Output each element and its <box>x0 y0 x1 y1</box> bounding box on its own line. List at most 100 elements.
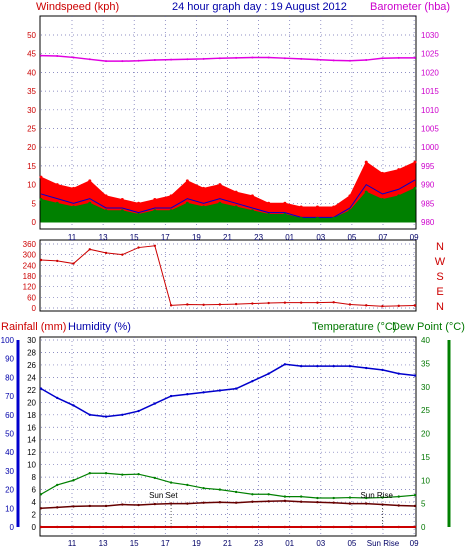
humidity-y-tick: 30 <box>5 467 14 476</box>
rainfall-line-point <box>332 525 335 529</box>
temperature-line-point <box>218 488 222 491</box>
humidity-line-point <box>299 364 303 368</box>
direction-y-tick: 0 <box>32 304 37 313</box>
wind-avg-point <box>153 209 157 213</box>
wind-avg-point <box>169 209 173 213</box>
humidity-y-tick: 80 <box>5 373 14 382</box>
dewpoint-line-point <box>299 500 303 503</box>
barometer-y-tick: 985 <box>421 199 435 208</box>
barometer-point <box>381 57 384 60</box>
humidity-y-tick: 50 <box>5 430 14 439</box>
direction-compass-label: S <box>436 271 443 283</box>
temperature-y-tick: 20 <box>421 430 430 439</box>
humidity-line-point <box>316 364 319 368</box>
wind-y-tick: 35 <box>27 87 36 96</box>
temperature-line-point <box>332 496 335 500</box>
sunrise-label: Sun Rise <box>360 491 393 500</box>
direction-point <box>88 248 91 251</box>
rainfall-line-point <box>251 525 254 529</box>
rainfall-line-point <box>121 525 124 529</box>
humidity-line-point <box>121 413 124 416</box>
dewpoint-line-point <box>365 502 368 505</box>
barometer-y-tick: 1020 <box>421 68 439 77</box>
barometer-point <box>56 54 59 57</box>
barometer-point <box>300 57 303 60</box>
direction-point <box>186 303 189 306</box>
barometer-point <box>397 56 400 59</box>
dewpoint-line-point <box>397 504 400 507</box>
wind-gust-point <box>104 194 108 198</box>
dewpoint-line-point <box>56 506 59 509</box>
rain-y-tick: 8 <box>32 473 37 482</box>
direction-point <box>72 262 75 265</box>
wind-x-tick: 23 <box>254 233 263 242</box>
rainfall-line-point <box>202 525 205 529</box>
dewpoint-line <box>40 500 416 510</box>
wind-gust-point <box>267 201 271 205</box>
wind-x-tick: 11 <box>68 233 77 242</box>
sunset-label: Sun Set <box>149 491 178 500</box>
humidity-y-tick: 90 <box>5 355 14 364</box>
barometer-y-tick: 990 <box>421 181 435 190</box>
dewpoint-line-point <box>137 503 140 507</box>
temperature-y-tick: 30 <box>421 383 430 392</box>
barometer-point <box>40 54 42 57</box>
humidity-line-point <box>169 394 173 398</box>
wind-avg-point <box>202 205 206 209</box>
direction-point <box>413 304 417 307</box>
humidity-line-point <box>56 396 59 400</box>
wind-y-tick: 10 <box>27 181 36 190</box>
rainfall-line-point <box>267 525 270 529</box>
direction-point <box>397 304 400 308</box>
barometer-point <box>88 58 91 61</box>
temperature-line-point <box>72 479 75 482</box>
dewpoint-line-point <box>121 503 124 506</box>
temperature-y-tick: 25 <box>421 406 430 415</box>
direction-point <box>153 244 157 247</box>
temperature-line-point <box>299 495 303 498</box>
windspeed-axis-label: Windspeed (kph) <box>36 1 119 13</box>
temperature-line-point <box>234 490 238 494</box>
wind-avg-point <box>104 209 108 213</box>
temperature-line-point <box>104 472 108 475</box>
wind-gust-point <box>120 198 124 202</box>
wind-x-tick: 13 <box>99 233 108 242</box>
barometer-point <box>72 56 75 59</box>
wind-y-tick: 50 <box>27 31 36 40</box>
barometer-point <box>332 59 335 62</box>
wind-avg-point <box>315 216 319 220</box>
wind-avg-point <box>267 213 271 217</box>
temperature-line-point <box>381 496 384 499</box>
barometer-y-tick: 1005 <box>421 125 439 134</box>
temperature-line-point <box>365 496 368 500</box>
rain-y-tick: 12 <box>27 448 36 457</box>
barometer-point <box>137 59 140 62</box>
humidity-line-point <box>381 368 384 372</box>
wind-y-tick: 5 <box>32 199 37 208</box>
wind-gust-point <box>234 190 238 194</box>
dewpoint-line-point <box>316 501 319 504</box>
rain-y-tick: 0 <box>32 523 37 532</box>
wind-y-tick: 20 <box>27 143 36 152</box>
barometer-point <box>365 59 368 62</box>
temp-x-tick: 05 <box>347 539 356 548</box>
temp-x-tick: 23 <box>254 539 263 548</box>
barometer-point <box>235 56 238 59</box>
temperature-axis-label: Temperature (°C) <box>312 321 396 333</box>
wind-gust-point <box>250 194 254 198</box>
direction-point <box>283 301 287 304</box>
wind-avg-point <box>234 205 238 209</box>
rain-y-tick: 26 <box>27 361 36 370</box>
wind-y-tick: 30 <box>27 106 36 115</box>
wind-gust-point <box>72 186 76 190</box>
temperature-line-point <box>121 473 124 476</box>
temperature-y-tick: 0 <box>421 523 426 532</box>
rain-y-tick: 14 <box>27 436 36 445</box>
temp-panel-frame <box>39 336 417 537</box>
barometer-point <box>153 59 156 62</box>
barometer-y-tick: 995 <box>421 162 435 171</box>
rainfall-line-point <box>186 525 189 529</box>
temp-x-tick: 09 <box>410 539 419 548</box>
temperature-line-point <box>348 496 352 499</box>
